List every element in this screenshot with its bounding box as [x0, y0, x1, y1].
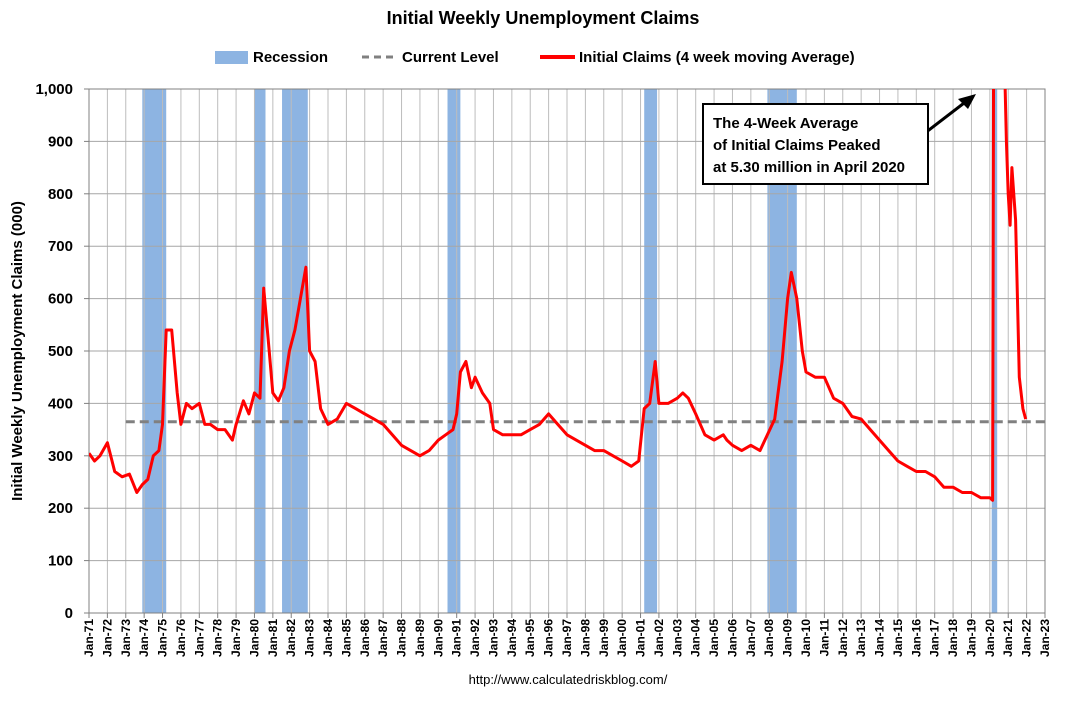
y-tick-label: 700 [48, 238, 73, 255]
x-tick-label: Jan-73 [119, 619, 133, 657]
annotation-arrowhead [958, 94, 976, 109]
initial-claims-line [89, 89, 1028, 502]
x-tick-label: Jan-16 [909, 619, 923, 657]
plot-area: 0 100 200 300 400 500 600 700 800 900 1,000 Jan-71 J… [35, 81, 1052, 657]
y-tick-label: 600 [48, 291, 73, 308]
x-tick-label: Jan-72 [100, 619, 114, 657]
x-tick-label: Jan-88 [395, 619, 409, 657]
legend-swatch-recession [215, 51, 248, 64]
x-tick-label: Jan-15 [891, 619, 905, 657]
x-tick-label: Jan-76 [174, 619, 188, 657]
x-tick-label: Jan-83 [303, 619, 317, 657]
x-tick-label: Jan-77 [192, 619, 206, 657]
x-tick-label: Jan-10 [799, 619, 813, 657]
x-tick-label: Jan-79 [229, 619, 243, 657]
x-tick-label: Jan-22 [1020, 619, 1034, 657]
x-tick-label: Jan-12 [836, 619, 850, 657]
x-tick-label: Jan-21 [1001, 619, 1015, 657]
annotation-arrow-line [924, 98, 969, 135]
x-tick-label: Jan-04 [689, 619, 703, 657]
x-tick-label: Jan-84 [321, 619, 335, 657]
legend: Recession Current Level Initial Claims (… [215, 49, 855, 66]
x-tick-label: Jan-80 [247, 619, 261, 657]
y-tick-label: 200 [48, 500, 73, 517]
legend-label-current-level: Current Level [402, 49, 499, 66]
x-tick-label: Jan-87 [376, 619, 390, 657]
y-tick-label: 500 [48, 343, 73, 360]
y-tick-label: 300 [48, 448, 73, 465]
x-tick-label: Jan-91 [450, 619, 464, 657]
x-tick-label: Jan-19 [964, 619, 978, 657]
x-tick-label: Jan-71 [82, 619, 96, 657]
source-url: http://www.calculatedriskblog.com/ [469, 672, 668, 687]
x-tick-label: Jan-96 [542, 619, 556, 657]
y-tick-label: 900 [48, 133, 73, 150]
annotation-box [702, 103, 929, 185]
x-tick-label: Jan-07 [744, 619, 758, 657]
x-tick-label: Jan-98 [578, 619, 592, 657]
x-tick-label: Jan-18 [946, 619, 960, 657]
x-tick-label: Jan-99 [597, 619, 611, 657]
x-tick-label: Jan-08 [762, 619, 776, 657]
legend-label-initial-claims: Initial Claims (4 week moving Average) [579, 49, 855, 66]
x-tick-label: Jan-11 [817, 619, 831, 657]
annotation-text-line: The 4-Week Average [713, 115, 858, 132]
y-tick-label: 0 [65, 605, 73, 622]
x-tick-label: Jan-94 [505, 619, 519, 657]
x-tick-label: Jan-20 [983, 619, 997, 657]
x-tick-label: Jan-75 [156, 619, 170, 657]
legend-label-recession: Recession [253, 49, 328, 66]
x-tick-label: Jan-95 [523, 619, 537, 657]
annotation-text-line: at 5.30 million in April 2020 [713, 159, 905, 176]
x-tick-label: Jan-06 [725, 619, 739, 657]
y-tick-label: 1,000 [35, 81, 73, 98]
x-tick-label: Jan-89 [413, 619, 427, 657]
x-tick-label: Jan-92 [468, 619, 482, 657]
x-tick-label: Jan-14 [873, 619, 887, 657]
x-tick-label: Jan-09 [781, 619, 795, 657]
x-tick-label: Jan-13 [854, 619, 868, 657]
x-tick-label: Jan-86 [358, 619, 372, 657]
y-tick-label: 800 [48, 186, 73, 203]
annotation-text-line: of Initial Claims Peaked [713, 137, 881, 154]
x-tick-label: Jan-78 [211, 619, 225, 657]
x-tick-label: Jan-01 [634, 619, 648, 657]
x-tick-label: Jan-74 [137, 619, 151, 657]
x-tick-label: Jan-02 [652, 619, 666, 657]
chart-title: Initial Weekly Unemployment Claims [387, 8, 700, 28]
x-tick-label: Jan-93 [486, 619, 500, 657]
x-tick-label: Jan-82 [284, 619, 298, 657]
x-tick-label: Jan-03 [670, 619, 684, 657]
x-tick-label: Jan-23 [1038, 619, 1052, 657]
y-axis-label: Initial Weekly Unemployment Claims (000) [9, 201, 26, 501]
y-tick-label: 400 [48, 395, 73, 412]
x-tick-label: Jan-85 [339, 619, 353, 657]
x-tick-label: Jan-05 [707, 619, 721, 657]
x-tick-label: Jan-90 [431, 619, 445, 657]
x-tick-label: Jan-97 [560, 619, 574, 657]
x-tick-label: Jan-17 [928, 619, 942, 657]
x-tick-label: Jan-00 [615, 619, 629, 657]
x-tick-label: Jan-81 [266, 619, 280, 657]
y-tick-label: 100 [48, 553, 73, 570]
